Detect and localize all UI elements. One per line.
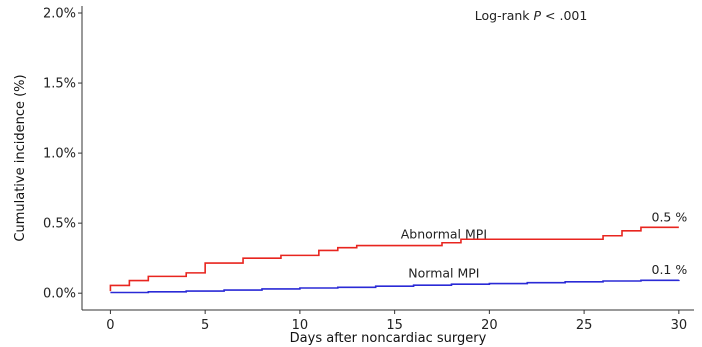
y-tick-label: 0.5%	[43, 217, 76, 232]
x-tick-label: 20	[481, 318, 498, 333]
x-axis-ticks: 0 5 10 15 20 25 30	[106, 310, 687, 333]
y-tick-label: 0.0%	[43, 287, 76, 302]
x-tick-label: 15	[386, 318, 403, 333]
series-name-label: Normal MPI	[408, 265, 479, 280]
series-line-normal-mpi	[110, 279, 680, 294]
annotation-p: P	[534, 8, 542, 23]
series-line-abnormal-mpi	[109, 226, 679, 292]
x-tick-label: 0	[106, 318, 114, 333]
series-end-value-label: 0.5 %	[652, 209, 688, 224]
x-tick-label: 25	[576, 318, 593, 333]
y-tick-label: 1.0%	[43, 147, 76, 162]
y-tick-label: 2.0%	[43, 7, 76, 22]
x-tick-label: 5	[201, 318, 209, 333]
series-end-value-label: 0.1 %	[652, 262, 688, 277]
y-axis-ticks: 0.0% 0.5% 1.0% 1.5% 2.0%	[43, 7, 82, 302]
x-axis-title: Days after noncardiac surgery	[290, 331, 487, 346]
series-name-label: Abnormal MPI	[401, 226, 487, 241]
plot-area: Abnormal MPI 0.5 % Normal MPI 0.1 %	[109, 209, 688, 294]
y-axis-title: Cumulative incidence (%)	[13, 74, 28, 241]
annotation-suffix: < .001	[541, 8, 587, 23]
log-rank-annotation: Log-rank P < .001	[475, 8, 588, 23]
y-tick-label: 1.5%	[43, 77, 76, 92]
annotation-prefix: Log-rank	[475, 8, 534, 23]
x-tick-label: 10	[292, 318, 309, 333]
x-tick-label: 30	[671, 318, 688, 333]
